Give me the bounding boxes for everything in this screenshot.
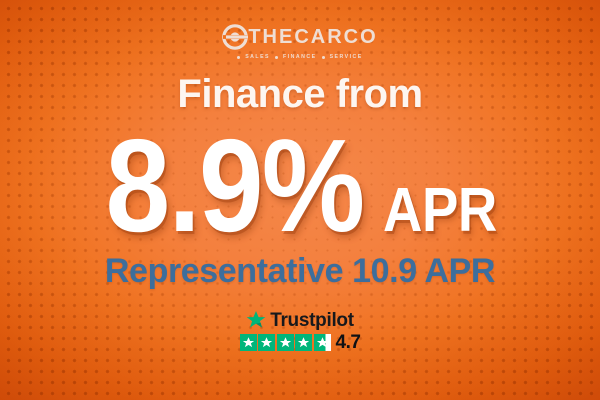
star-box-3 <box>276 334 294 351</box>
bullet-dot-icon <box>275 55 279 59</box>
trustpilot-name: Trustpilot <box>270 309 354 331</box>
rate-value: 8.9% <box>105 112 364 259</box>
brand-tagline: SALES FINANCE SERVICE <box>237 54 363 60</box>
tagline-item-finance: FINANCE <box>283 54 317 60</box>
representative-apr-text: Representative 10.9 APR <box>104 252 496 290</box>
trustpilot-star-icon <box>246 311 266 328</box>
rate-unit: APR <box>382 176 497 245</box>
trustpilot-rating: 4.7 <box>239 332 361 353</box>
headline-text: Finance from <box>177 72 423 116</box>
trustpilot-brand: Trustpilot <box>246 310 354 330</box>
star-box-2 <box>258 334 276 351</box>
star-box-1 <box>239 334 257 351</box>
trustpilot-stars <box>239 334 331 351</box>
brand-logo-row: THECARCO <box>222 24 377 50</box>
trustpilot-score: 4.7 <box>335 332 361 353</box>
tagline-item-sales: SALES <box>245 54 271 60</box>
tagline-item-service: SERVICE <box>329 54 363 60</box>
star-box-4 <box>295 334 313 351</box>
bullet-dot-icon <box>237 55 241 59</box>
brand-name: THECARCO <box>248 26 378 48</box>
trustpilot-widget[interactable]: Trustpilot <box>239 310 361 353</box>
star-box-5-partial <box>313 334 331 351</box>
brand-logo: THECARCO SALES FINANCE SERVICE <box>222 24 377 60</box>
rate-display: 8.9% APR <box>88 120 512 252</box>
circle-bar-icon <box>222 24 249 50</box>
bullet-dot-icon <box>321 55 325 59</box>
